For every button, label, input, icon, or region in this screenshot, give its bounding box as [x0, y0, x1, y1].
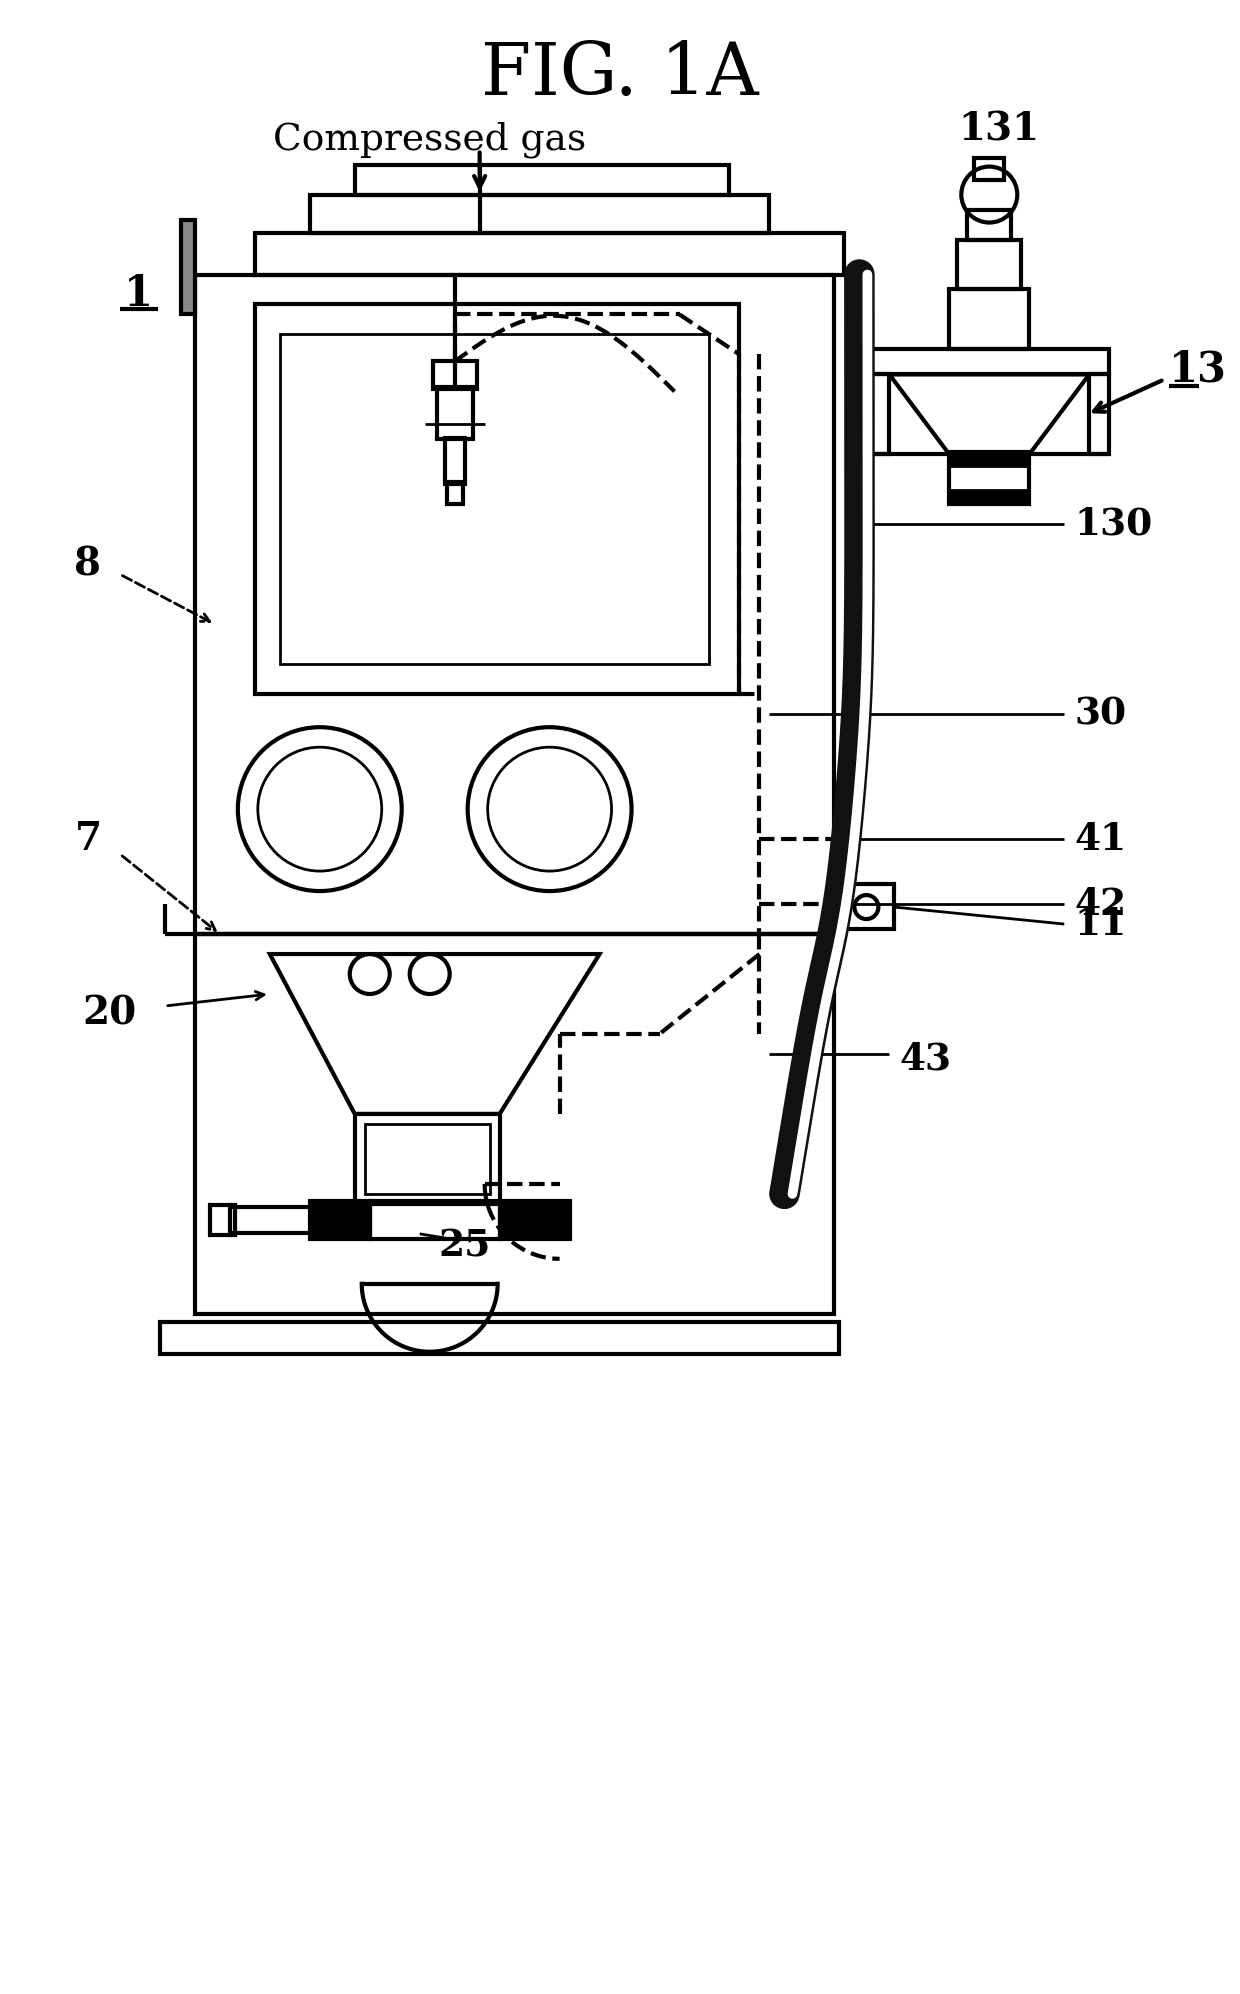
Bar: [436, 387, 472, 439]
Bar: [160, 1322, 839, 1354]
Bar: [365, 1125, 490, 1194]
Text: 20: 20: [83, 995, 138, 1033]
Text: 130: 130: [1074, 506, 1152, 542]
Bar: [310, 1200, 370, 1238]
Bar: [370, 1200, 500, 1238]
Bar: [195, 933, 835, 1314]
Bar: [839, 883, 894, 929]
Text: 25: 25: [439, 1228, 491, 1264]
Bar: [210, 1204, 234, 1234]
Bar: [355, 1115, 500, 1204]
Bar: [1089, 375, 1110, 455]
Text: 8: 8: [74, 544, 102, 584]
Bar: [950, 289, 1029, 349]
Bar: [957, 239, 1022, 289]
Bar: [445, 439, 465, 485]
Bar: [255, 305, 739, 694]
Bar: [975, 158, 1004, 179]
Text: Compressed gas: Compressed gas: [273, 122, 587, 158]
Bar: [229, 1206, 311, 1232]
Bar: [280, 335, 709, 664]
Text: 42: 42: [1074, 885, 1126, 923]
Bar: [433, 361, 476, 389]
Text: 30: 30: [1074, 696, 1126, 732]
Text: 43: 43: [899, 1041, 951, 1077]
Text: 41: 41: [1074, 822, 1126, 857]
Text: 11: 11: [1074, 905, 1126, 943]
Bar: [869, 349, 1110, 375]
Bar: [500, 1200, 569, 1238]
Bar: [869, 375, 889, 455]
Text: 13: 13: [1169, 349, 1228, 391]
Bar: [255, 233, 844, 275]
Bar: [181, 219, 195, 315]
Text: 131: 131: [959, 110, 1040, 150]
Text: 1: 1: [124, 273, 153, 315]
Text: FIG. 1A: FIG. 1A: [481, 40, 759, 110]
Bar: [950, 453, 1029, 467]
Bar: [310, 195, 770, 233]
Bar: [967, 209, 1012, 239]
Bar: [355, 166, 729, 195]
Bar: [950, 491, 1029, 504]
Bar: [195, 275, 835, 933]
Bar: [446, 483, 463, 504]
Bar: [950, 453, 1029, 504]
Text: 7: 7: [74, 820, 102, 857]
